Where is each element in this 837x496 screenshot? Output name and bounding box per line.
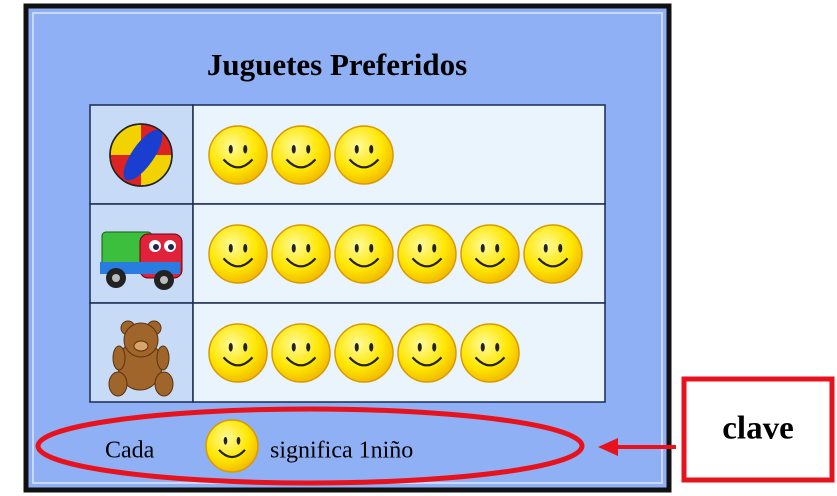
smiley-mouth bbox=[348, 257, 380, 268]
smiley bbox=[208, 323, 268, 383]
smiley bbox=[460, 323, 520, 383]
smiley-eye bbox=[495, 342, 500, 352]
smiley-eye bbox=[354, 243, 359, 253]
smiley-eye bbox=[243, 342, 248, 352]
smiley-mouth bbox=[285, 257, 317, 268]
teddy-icon bbox=[108, 320, 174, 397]
smiley-eye bbox=[223, 436, 228, 445]
smiley bbox=[334, 125, 394, 185]
smiley-face bbox=[334, 224, 394, 284]
smiley-face bbox=[334, 125, 394, 185]
smiley-eye bbox=[228, 144, 233, 154]
smiley-eye bbox=[228, 243, 233, 253]
smiley-mouth bbox=[411, 257, 443, 268]
smiley-eye bbox=[480, 243, 485, 253]
smiley-face bbox=[205, 419, 259, 473]
smiley bbox=[397, 224, 457, 284]
smiley-face bbox=[334, 323, 394, 383]
smiley-eye bbox=[306, 144, 311, 154]
smiley bbox=[205, 419, 259, 473]
smiley bbox=[208, 125, 268, 185]
smiley-face bbox=[208, 125, 268, 185]
key-outline bbox=[35, 406, 585, 486]
smiley bbox=[271, 125, 331, 185]
key-suffix: significa 1niño bbox=[270, 438, 413, 464]
smiley-eye bbox=[354, 342, 359, 352]
smiley-eye bbox=[291, 243, 296, 253]
annotation-box bbox=[681, 376, 835, 483]
smiley-mouth bbox=[348, 158, 380, 169]
smiley-mouth bbox=[285, 158, 317, 169]
pictogram-row bbox=[208, 125, 394, 185]
smiley-mouth bbox=[222, 158, 254, 169]
smiley-face bbox=[208, 323, 268, 383]
smiley-mouth bbox=[222, 356, 254, 367]
smiley-eye bbox=[306, 243, 311, 253]
smiley-eye bbox=[543, 243, 548, 253]
smiley bbox=[271, 323, 331, 383]
smiley-eye bbox=[236, 436, 241, 445]
smiley bbox=[397, 323, 457, 383]
annotation: clave bbox=[722, 411, 793, 447]
smiley-mouth bbox=[474, 356, 506, 367]
pictogram-row bbox=[208, 224, 583, 284]
smiley-mouth bbox=[537, 257, 569, 268]
smiley-eye bbox=[558, 243, 563, 253]
smiley-eye bbox=[369, 342, 374, 352]
smiley-mouth bbox=[474, 257, 506, 268]
data-cell bbox=[192, 104, 606, 205]
chart-title: Juguetes Preferidos bbox=[207, 47, 467, 82]
smiley-eye bbox=[369, 144, 374, 154]
smiley-eye bbox=[228, 342, 233, 352]
smiley bbox=[523, 224, 583, 284]
smiley-mouth bbox=[285, 356, 317, 367]
truck-icon bbox=[100, 231, 183, 290]
arrow-head bbox=[598, 438, 618, 456]
smiley-eye bbox=[291, 342, 296, 352]
smiley-eye bbox=[243, 144, 248, 154]
smiley-eye bbox=[417, 342, 422, 352]
smiley-face bbox=[271, 224, 331, 284]
key-prefix: Cada bbox=[105, 438, 155, 464]
smiley-eye bbox=[369, 243, 374, 253]
smiley-eye bbox=[306, 342, 311, 352]
smiley-face bbox=[208, 224, 268, 284]
smiley bbox=[208, 224, 268, 284]
smiley bbox=[460, 224, 520, 284]
smiley-eye bbox=[291, 144, 296, 154]
smiley-eye bbox=[495, 243, 500, 253]
smiley-mouth bbox=[348, 356, 380, 367]
smiley-face bbox=[271, 125, 331, 185]
smiley-mouth bbox=[411, 356, 443, 367]
smiley bbox=[271, 224, 331, 284]
smiley-face bbox=[460, 224, 520, 284]
smiley-face bbox=[397, 224, 457, 284]
smiley-eye bbox=[243, 243, 248, 253]
smiley bbox=[334, 224, 394, 284]
ball-icon bbox=[109, 123, 173, 187]
smiley-eye bbox=[480, 342, 485, 352]
pictogram-row bbox=[208, 323, 520, 383]
smiley-mouth bbox=[218, 449, 246, 459]
smiley-mouth bbox=[222, 257, 254, 268]
smiley bbox=[334, 323, 394, 383]
smiley-eye bbox=[354, 144, 359, 154]
smiley-face bbox=[397, 323, 457, 383]
smiley-face bbox=[523, 224, 583, 284]
smiley-face bbox=[460, 323, 520, 383]
key-icon bbox=[205, 419, 259, 473]
smiley-eye bbox=[432, 342, 437, 352]
smiley-eye bbox=[417, 243, 422, 253]
smiley-eye bbox=[432, 243, 437, 253]
smiley-face bbox=[271, 323, 331, 383]
